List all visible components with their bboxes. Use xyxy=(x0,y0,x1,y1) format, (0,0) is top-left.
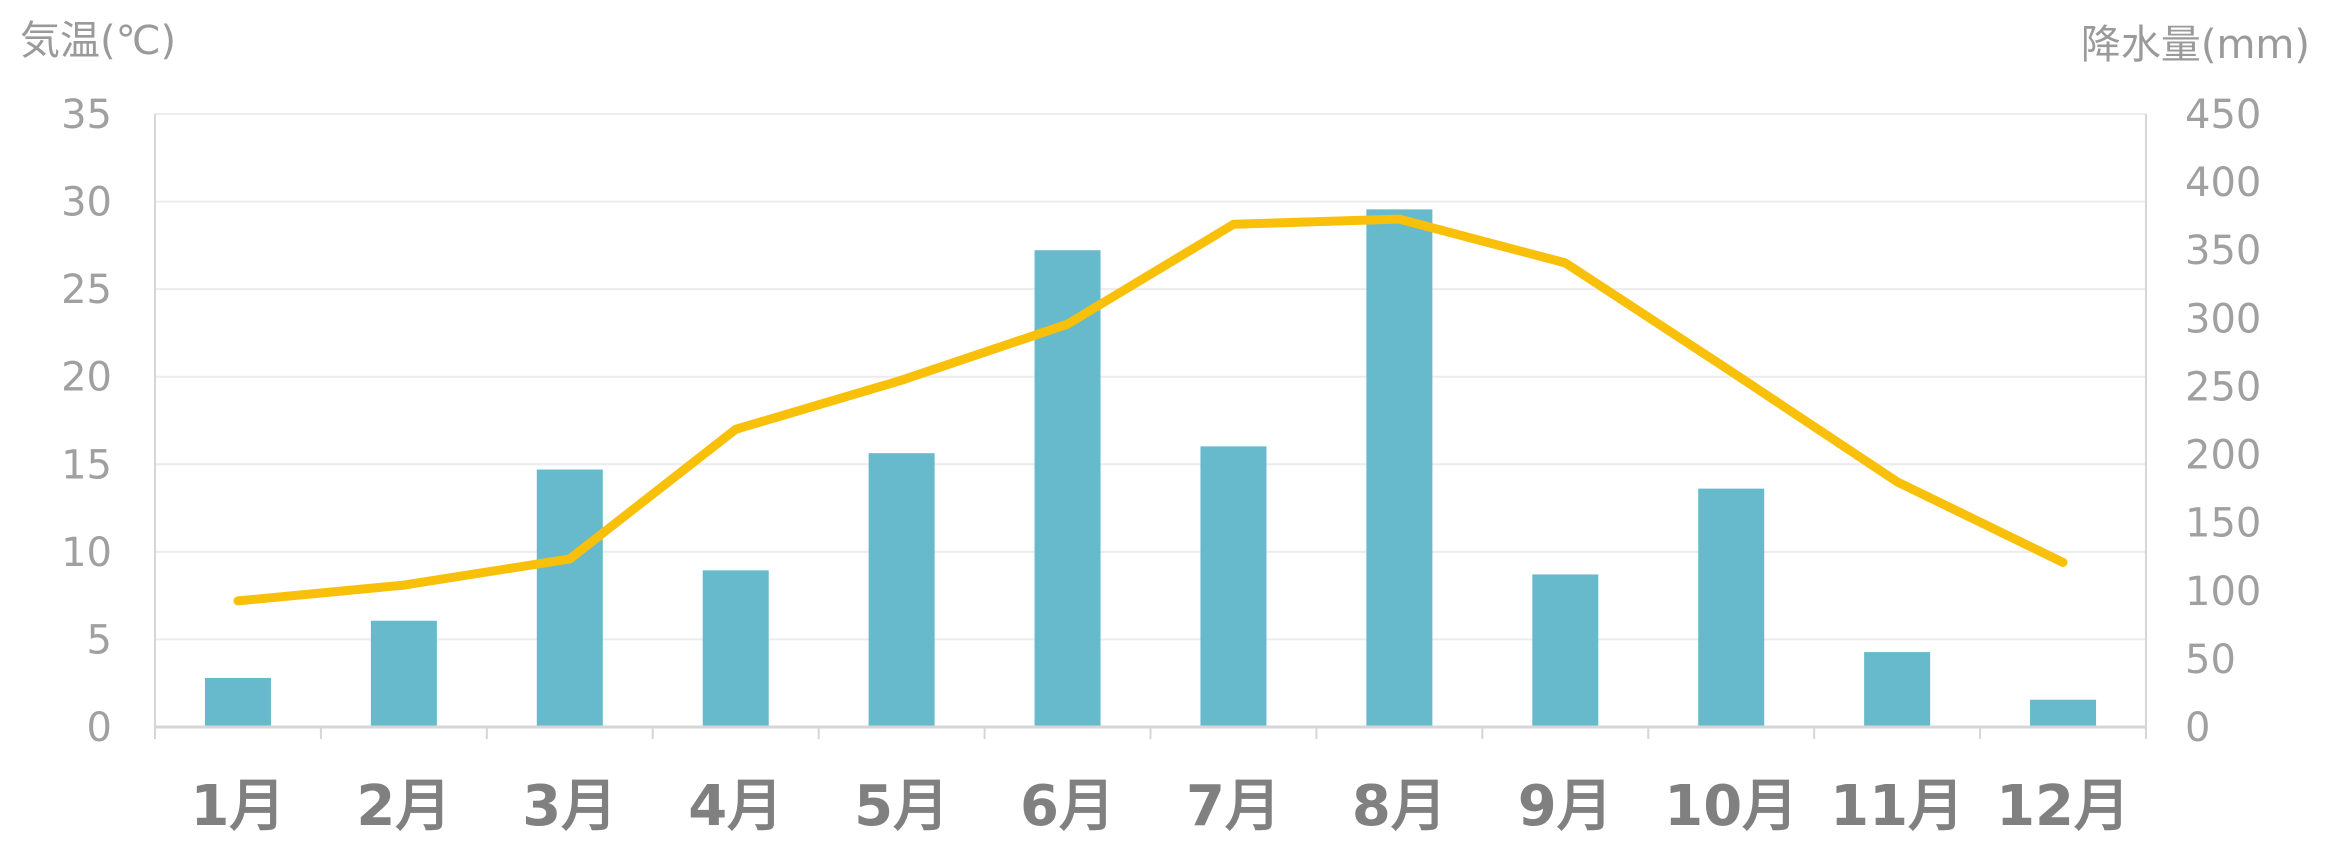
right-tick-label: 200 xyxy=(2185,433,2261,479)
precipitation-bars xyxy=(204,209,2097,727)
precipitation-bar xyxy=(1698,488,1765,727)
left-tick-label: 15 xyxy=(61,442,112,488)
right-tick-label: 450 xyxy=(2185,92,2261,138)
left-tick-label: 20 xyxy=(61,355,112,401)
precipitation-bar xyxy=(370,620,437,727)
category-label: 7月 xyxy=(1186,774,1281,839)
left-tick-label: 30 xyxy=(61,180,112,226)
left-tick-label: 25 xyxy=(61,267,112,313)
right-tick-label: 250 xyxy=(2185,364,2261,410)
precipitation-bar xyxy=(2030,699,2097,727)
category-label: 8月 xyxy=(1352,774,1447,839)
precipitation-bar xyxy=(204,677,271,727)
category-label: 11月 xyxy=(1830,774,1964,839)
left-axis-title: 気温(℃) xyxy=(20,18,176,64)
temperature-line xyxy=(233,214,2068,606)
precipitation-bar xyxy=(536,469,603,727)
grid-lines xyxy=(155,113,2146,641)
category-label: 12月 xyxy=(1996,774,2130,839)
category-label: 9月 xyxy=(1518,774,1613,839)
precipitation-bar xyxy=(1366,209,1433,727)
precipitation-bar xyxy=(1864,652,1931,727)
left-tick-label: 10 xyxy=(61,530,112,576)
category-label: 10月 xyxy=(1664,774,1798,839)
right-tick-label: 0 xyxy=(2185,705,2210,751)
right-tick-label: 350 xyxy=(2185,228,2261,274)
right-tick-label: 50 xyxy=(2185,637,2236,683)
precipitation-bar xyxy=(702,570,769,727)
right-tick-label: 300 xyxy=(2185,296,2261,342)
axes xyxy=(154,114,2147,739)
left-tick-label: 5 xyxy=(87,617,112,663)
precipitation-bar xyxy=(868,453,935,727)
category-label: 2月 xyxy=(356,774,451,839)
category-label: 4月 xyxy=(688,774,783,839)
tick-labels: 0510152025303505010015020025030035040045… xyxy=(61,92,2261,839)
left-tick-label: 0 xyxy=(87,705,112,751)
temperature-line-path xyxy=(233,214,2068,606)
right-axis-title: 降水量(mm) xyxy=(2081,22,2310,68)
precipitation-bar xyxy=(1200,446,1267,727)
right-tick-label: 100 xyxy=(2185,569,2261,615)
left-tick-label: 35 xyxy=(61,92,112,138)
category-label: 1月 xyxy=(190,774,285,839)
category-label: 3月 xyxy=(522,774,617,839)
right-tick-label: 150 xyxy=(2185,501,2261,547)
precipitation-bar xyxy=(1532,574,1599,727)
category-label: 6月 xyxy=(1020,774,1115,839)
category-label: 5月 xyxy=(854,774,949,839)
right-tick-label: 400 xyxy=(2185,160,2261,206)
